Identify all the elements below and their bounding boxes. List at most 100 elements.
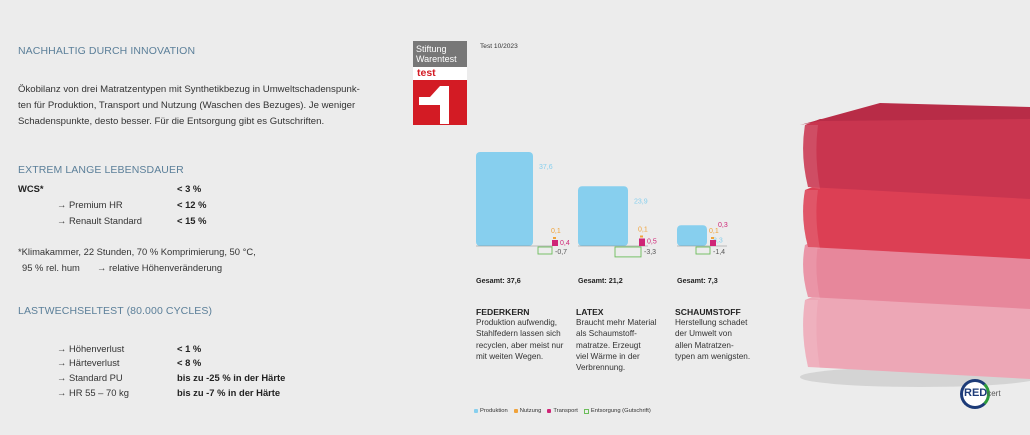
bar-transport-schaumstoff [710, 240, 716, 246]
bar-produktion-latex [578, 186, 628, 246]
data-label-transport-federkern: 0,4 [560, 240, 570, 247]
legend-swatch-transport [547, 409, 552, 413]
hoehenverlust-label: Höhenverlust [68, 343, 125, 354]
wcs-label: WCS* [18, 183, 44, 194]
stiftung-warentest-badge: Stiftung Warentest test [413, 41, 467, 125]
bar-entsorgung-schaumstoff [695, 246, 711, 255]
foam-top-face [800, 103, 1030, 125]
legend-swatch-entsorgung [583, 408, 589, 414]
legend-label-transport: Transport [553, 408, 578, 414]
hr-55-70-value: bis zu -7 % in der Härte [177, 387, 281, 398]
category-label-federkern: FEDERKERN [476, 307, 530, 317]
lifespan-heading: EXTREM LANGE LEBENSDAUER [18, 164, 184, 176]
data-label-nutzung-schaumstoff: 0,1 [709, 228, 719, 235]
standard-pu-value: bis zu -25 % in der Härte [177, 372, 286, 383]
redcert-logo: REDcert [958, 377, 1022, 413]
cycles-row: → Härteverlust [57, 357, 120, 368]
hr-55-70-label: HR 55 – 70 kg [68, 387, 129, 398]
foam-layer-1 [803, 115, 1030, 199]
redcert-wordmark: REDcert [964, 387, 1001, 399]
data-label-entsorgung-latex: -3,3 [644, 249, 656, 256]
cycles-row: → Höhenverlust [57, 343, 124, 354]
data-label-produktion-schaumstoff: 8,3 [713, 237, 723, 244]
footnote-line-left: 95 % rel. hum [22, 262, 80, 273]
badge-line-2: Warentest [416, 54, 457, 64]
category-label-schaumstoff: SCHAUMSTOFF [675, 307, 741, 317]
chart-total-schaumstoff: Gesamt: 7,3 [677, 276, 718, 285]
category-label-latex: LATEX [576, 307, 604, 317]
premium-hr-label: Premium HR [68, 199, 123, 210]
mattress-eco-chart: 37,60,10,4-0,723,90,10,5-3,38,30,10,3-1,… [476, 152, 728, 258]
foam-layers-illustration [800, 103, 1030, 387]
cycles-row: → HR 55 – 70 kg [57, 387, 129, 398]
haerteverlust-label: Härteverlust [68, 357, 120, 368]
cycles-row: → Standard PU [57, 372, 123, 383]
arrow-right-icon: → [97, 262, 107, 273]
description-line: als Schaumstoff- [576, 329, 637, 339]
legend-item-nutzung: Nutzung [513, 408, 542, 414]
test-date: Test 10/2023 [480, 43, 518, 50]
data-label-produktion-latex: 23,9 [634, 198, 648, 205]
description-line: viel Wärme in der [576, 351, 640, 361]
cycles-heading: LASTWECHSELTEST (80.000 CYCLES) [18, 305, 213, 317]
description-line: Verbrennung. [576, 363, 626, 373]
bar-transport-latex [639, 238, 645, 246]
description-latex: LATEX Braucht mehr Material als Schaumst… [576, 307, 657, 373]
description-line: matratze. Erzeugt [576, 340, 641, 350]
hoehenverlust-value: < 1 % [177, 343, 202, 354]
premium-hr-row: → Premium HR [57, 199, 123, 210]
renault-standard-label: Renault Standard [68, 215, 142, 226]
legend-item-produktion: Produktion [474, 408, 508, 414]
arrow-right-icon: → [57, 357, 67, 368]
description-line: Produktion aufwendig, [476, 318, 558, 327]
badge-test-word: test [413, 67, 467, 80]
description-schaumstoff: SCHAUMSTOFF Herstellung schadet der Umwe… [675, 307, 750, 362]
foam-layer-edge-1 [803, 125, 820, 189]
legend-item-entsorgung: Entsorgung (Gutschrift) [583, 408, 651, 414]
bar-transport-federkern [552, 240, 558, 246]
badge-header: Stiftung Warentest [413, 41, 467, 67]
chart-total-latex: Gesamt: 21,2 [578, 276, 623, 285]
arrow-right-icon: → [57, 343, 67, 354]
data-label-entsorgung-federkern: -0,7 [555, 249, 567, 256]
bar-produktion-federkern [476, 152, 533, 246]
data-label-nutzung-latex: 0,1 [638, 227, 648, 234]
badge-plus-icon [419, 86, 449, 124]
legend-label-nutzung: Nutzung [519, 408, 542, 414]
description-federkern: FEDERKERN Produktion aufwendig, Stahlfed… [476, 307, 563, 362]
description-line: mit weiten Wegen. [476, 351, 544, 361]
chart-total-federkern: Gesamt: 37,6 [476, 276, 521, 285]
bar-nutzung-latex [640, 235, 643, 238]
premium-hr-value: < 12 % [177, 199, 207, 210]
footnote-line-right: → relative Höhenveränderung [97, 262, 222, 273]
redcert-brand: RED [964, 387, 988, 399]
wcs-value: < 3 % [177, 183, 202, 194]
innovation-heading: NACHHALTIG DURCH INNOVATION [18, 45, 196, 57]
foam-layer-edge-3 [803, 245, 820, 299]
foam-layer-2 [803, 180, 1030, 259]
renault-standard-row: → Renault Standard [57, 215, 142, 226]
legend-item-transport: Transport [547, 408, 578, 414]
arrow-right-icon: → [57, 215, 67, 226]
description-line: Stahlfedern lassen sich [476, 329, 561, 339]
legend-swatch-produktion [474, 409, 478, 413]
legend-label-produktion: Produktion [480, 408, 508, 414]
bar-produktion-schaumstoff [677, 225, 707, 246]
data-label-transport-latex: 0,5 [647, 239, 657, 246]
haerteverlust-value: < 8 % [177, 357, 202, 368]
intro-text-line: ten für Produktion, Transport und Nutzun… [18, 100, 356, 111]
arrow-right-icon: → [57, 372, 67, 383]
bar-entsorgung-latex [614, 246, 642, 258]
bar-nutzung-federkern [553, 237, 556, 239]
redcert-suffix: cert [987, 389, 1001, 398]
description-line: typen am wenigsten. [675, 351, 751, 361]
bar-nutzung-schaumstoff [711, 237, 714, 239]
bar-entsorgung-federkern [537, 246, 553, 255]
data-label-produktion-federkern: 37,6 [539, 164, 553, 171]
legend-swatch-nutzung [513, 409, 518, 413]
intro-text-line: Ökobilanz von drei Matratzentypen mit Sy… [18, 84, 360, 95]
data-label-nutzung-federkern: 0,1 [551, 228, 561, 235]
foam-layer-4 [803, 290, 1030, 379]
description-line: Braucht mehr Material [576, 318, 657, 327]
redcert-ring-icon [960, 379, 990, 409]
